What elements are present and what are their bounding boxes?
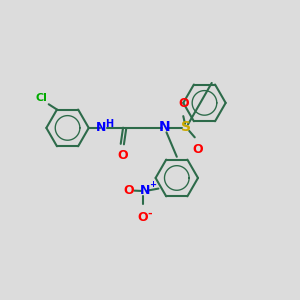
Text: Cl: Cl xyxy=(36,93,47,103)
Text: O: O xyxy=(123,184,134,196)
Text: -: - xyxy=(148,209,152,219)
Text: N: N xyxy=(140,184,150,197)
Text: O: O xyxy=(117,149,128,162)
Text: +: + xyxy=(149,179,156,188)
Text: H: H xyxy=(106,119,114,129)
Text: S: S xyxy=(181,120,191,134)
Text: N: N xyxy=(159,120,171,134)
Text: O: O xyxy=(178,97,189,110)
Text: O: O xyxy=(193,143,203,156)
Text: N: N xyxy=(96,121,106,134)
Text: O: O xyxy=(138,211,148,224)
